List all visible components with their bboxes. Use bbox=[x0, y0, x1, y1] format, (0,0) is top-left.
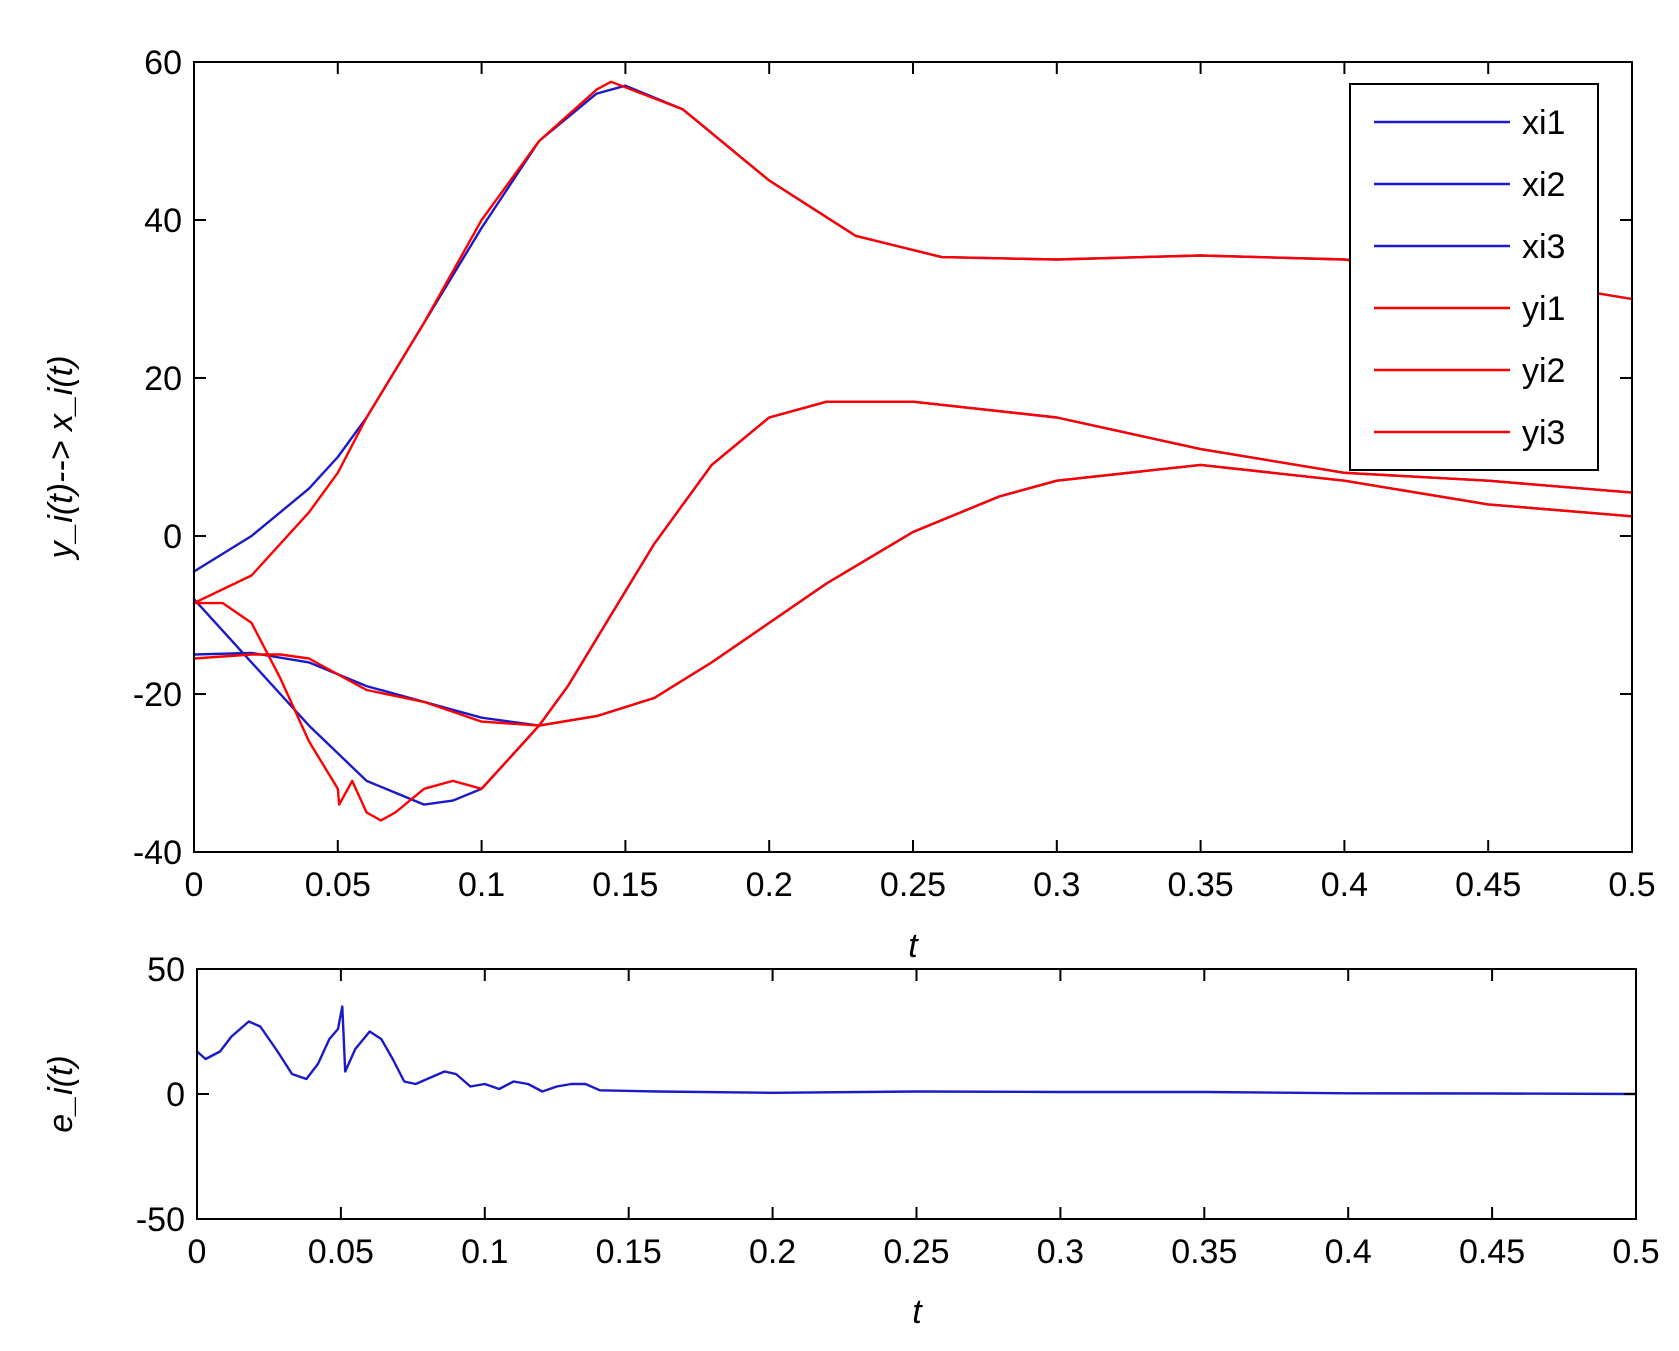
main-x-tick-label: 0.45 bbox=[1455, 866, 1521, 904]
error-x-tick-label: 0.45 bbox=[1459, 1233, 1525, 1271]
main-x-tick-labels: 0 0.05 0.1 0.15 0.2 0.25 0.3 0.35 0.4 0.45 0.5 bbox=[185, 866, 1656, 904]
error-x-tick-label: 0.35 bbox=[1171, 1233, 1237, 1271]
main-y-tick-label: 20 bbox=[144, 360, 182, 398]
main-y-tick-label: -20 bbox=[133, 676, 182, 714]
error-y-axis-label: e_i(t) bbox=[42, 1055, 80, 1132]
error-plot: 0 0.05 0.1 0.15 0.2 0.25 0.3 0.35 0.4 0.45 0.5 -50… bbox=[42, 951, 1660, 1331]
error-x-tick-labels: 0 0.05 0.1 0.15 0.2 0.25 0.3 0.35 0.4 0.45 0.5 bbox=[188, 1233, 1660, 1271]
error-x-tick-label: 0.25 bbox=[883, 1233, 949, 1271]
main-x-tick-label: 0.1 bbox=[458, 866, 505, 904]
error-x-tick-label: 0.4 bbox=[1325, 1233, 1372, 1271]
main-y-tick-labels: -40 -20 0 20 40 60 bbox=[133, 44, 182, 872]
main-x-tick-label: 0.25 bbox=[880, 866, 946, 904]
main-x-tick-label: 0.4 bbox=[1321, 866, 1368, 904]
main-series-group bbox=[192, 80, 1634, 822]
main-series-line-yi2 bbox=[192, 400, 1634, 727]
main-plot: 0 0.05 0.1 0.15 0.2 0.25 0.3 0.35 0.4 0.45 0.5 -40… bbox=[42, 44, 1656, 965]
legend-items: xi1 xi2 xi3 yi1 yi2 yi3 bbox=[1374, 104, 1565, 452]
main-x-tick-label: 0 bbox=[185, 866, 204, 904]
legend-label-xi2: xi2 bbox=[1522, 166, 1565, 204]
legend: xi1 xi2 xi3 yi1 yi2 yi3 bbox=[1349, 83, 1599, 471]
legend-box bbox=[1349, 83, 1599, 471]
error-x-tick-label: 0.15 bbox=[596, 1233, 662, 1271]
main-x-tick-label: 0.5 bbox=[1608, 866, 1655, 904]
main-series-line-xi3 bbox=[192, 463, 1634, 806]
main-x-tick-label: 0.3 bbox=[1033, 866, 1080, 904]
error-y-tick-label: 0 bbox=[166, 1076, 185, 1114]
error-x-tick-label: 0.2 bbox=[749, 1233, 796, 1271]
main-series-line-yi1 bbox=[192, 80, 1634, 605]
error-series-line-0 bbox=[195, 1005, 1638, 1096]
legend-label-yi2: yi2 bbox=[1522, 352, 1565, 390]
error-x-tick-label: 0.3 bbox=[1037, 1233, 1084, 1271]
main-ticks bbox=[193, 61, 1633, 853]
main-y-tick-label: -40 bbox=[133, 834, 182, 872]
legend-label-yi3: yi3 bbox=[1522, 414, 1565, 452]
error-y-tick-labels: -50 0 50 bbox=[136, 951, 185, 1239]
main-x-tick-label: 0.05 bbox=[305, 866, 371, 904]
main-series-line-yi3 bbox=[192, 463, 1634, 822]
main-y-tick-label: 40 bbox=[144, 202, 182, 240]
main-y-axis-label: y_i(t)--> x_i(t) bbox=[42, 355, 80, 560]
error-x-axis-label: t bbox=[912, 1293, 923, 1331]
main-y-tick-label: 0 bbox=[163, 518, 182, 556]
error-x-tick-label: 0.1 bbox=[461, 1233, 508, 1271]
error-series-group bbox=[195, 1005, 1638, 1096]
main-x-tick-label: 0.35 bbox=[1168, 866, 1234, 904]
main-x-tick-label: 0.2 bbox=[746, 866, 793, 904]
main-x-axis-label: t bbox=[908, 927, 919, 965]
legend-label-yi1: yi1 bbox=[1522, 290, 1565, 328]
error-x-tick-label: 0.05 bbox=[308, 1233, 374, 1271]
error-ticks bbox=[196, 968, 1637, 1220]
main-x-tick-label: 0.15 bbox=[592, 866, 658, 904]
error-y-tick-label: -50 bbox=[136, 1201, 185, 1239]
error-y-tick-label: 50 bbox=[147, 951, 185, 989]
legend-label-xi3: xi3 bbox=[1522, 228, 1565, 266]
legend-label-xi1: xi1 bbox=[1522, 104, 1565, 142]
error-x-tick-label: 0 bbox=[188, 1233, 207, 1271]
main-y-tick-label: 60 bbox=[144, 44, 182, 82]
error-x-tick-label: 0.5 bbox=[1612, 1233, 1659, 1271]
